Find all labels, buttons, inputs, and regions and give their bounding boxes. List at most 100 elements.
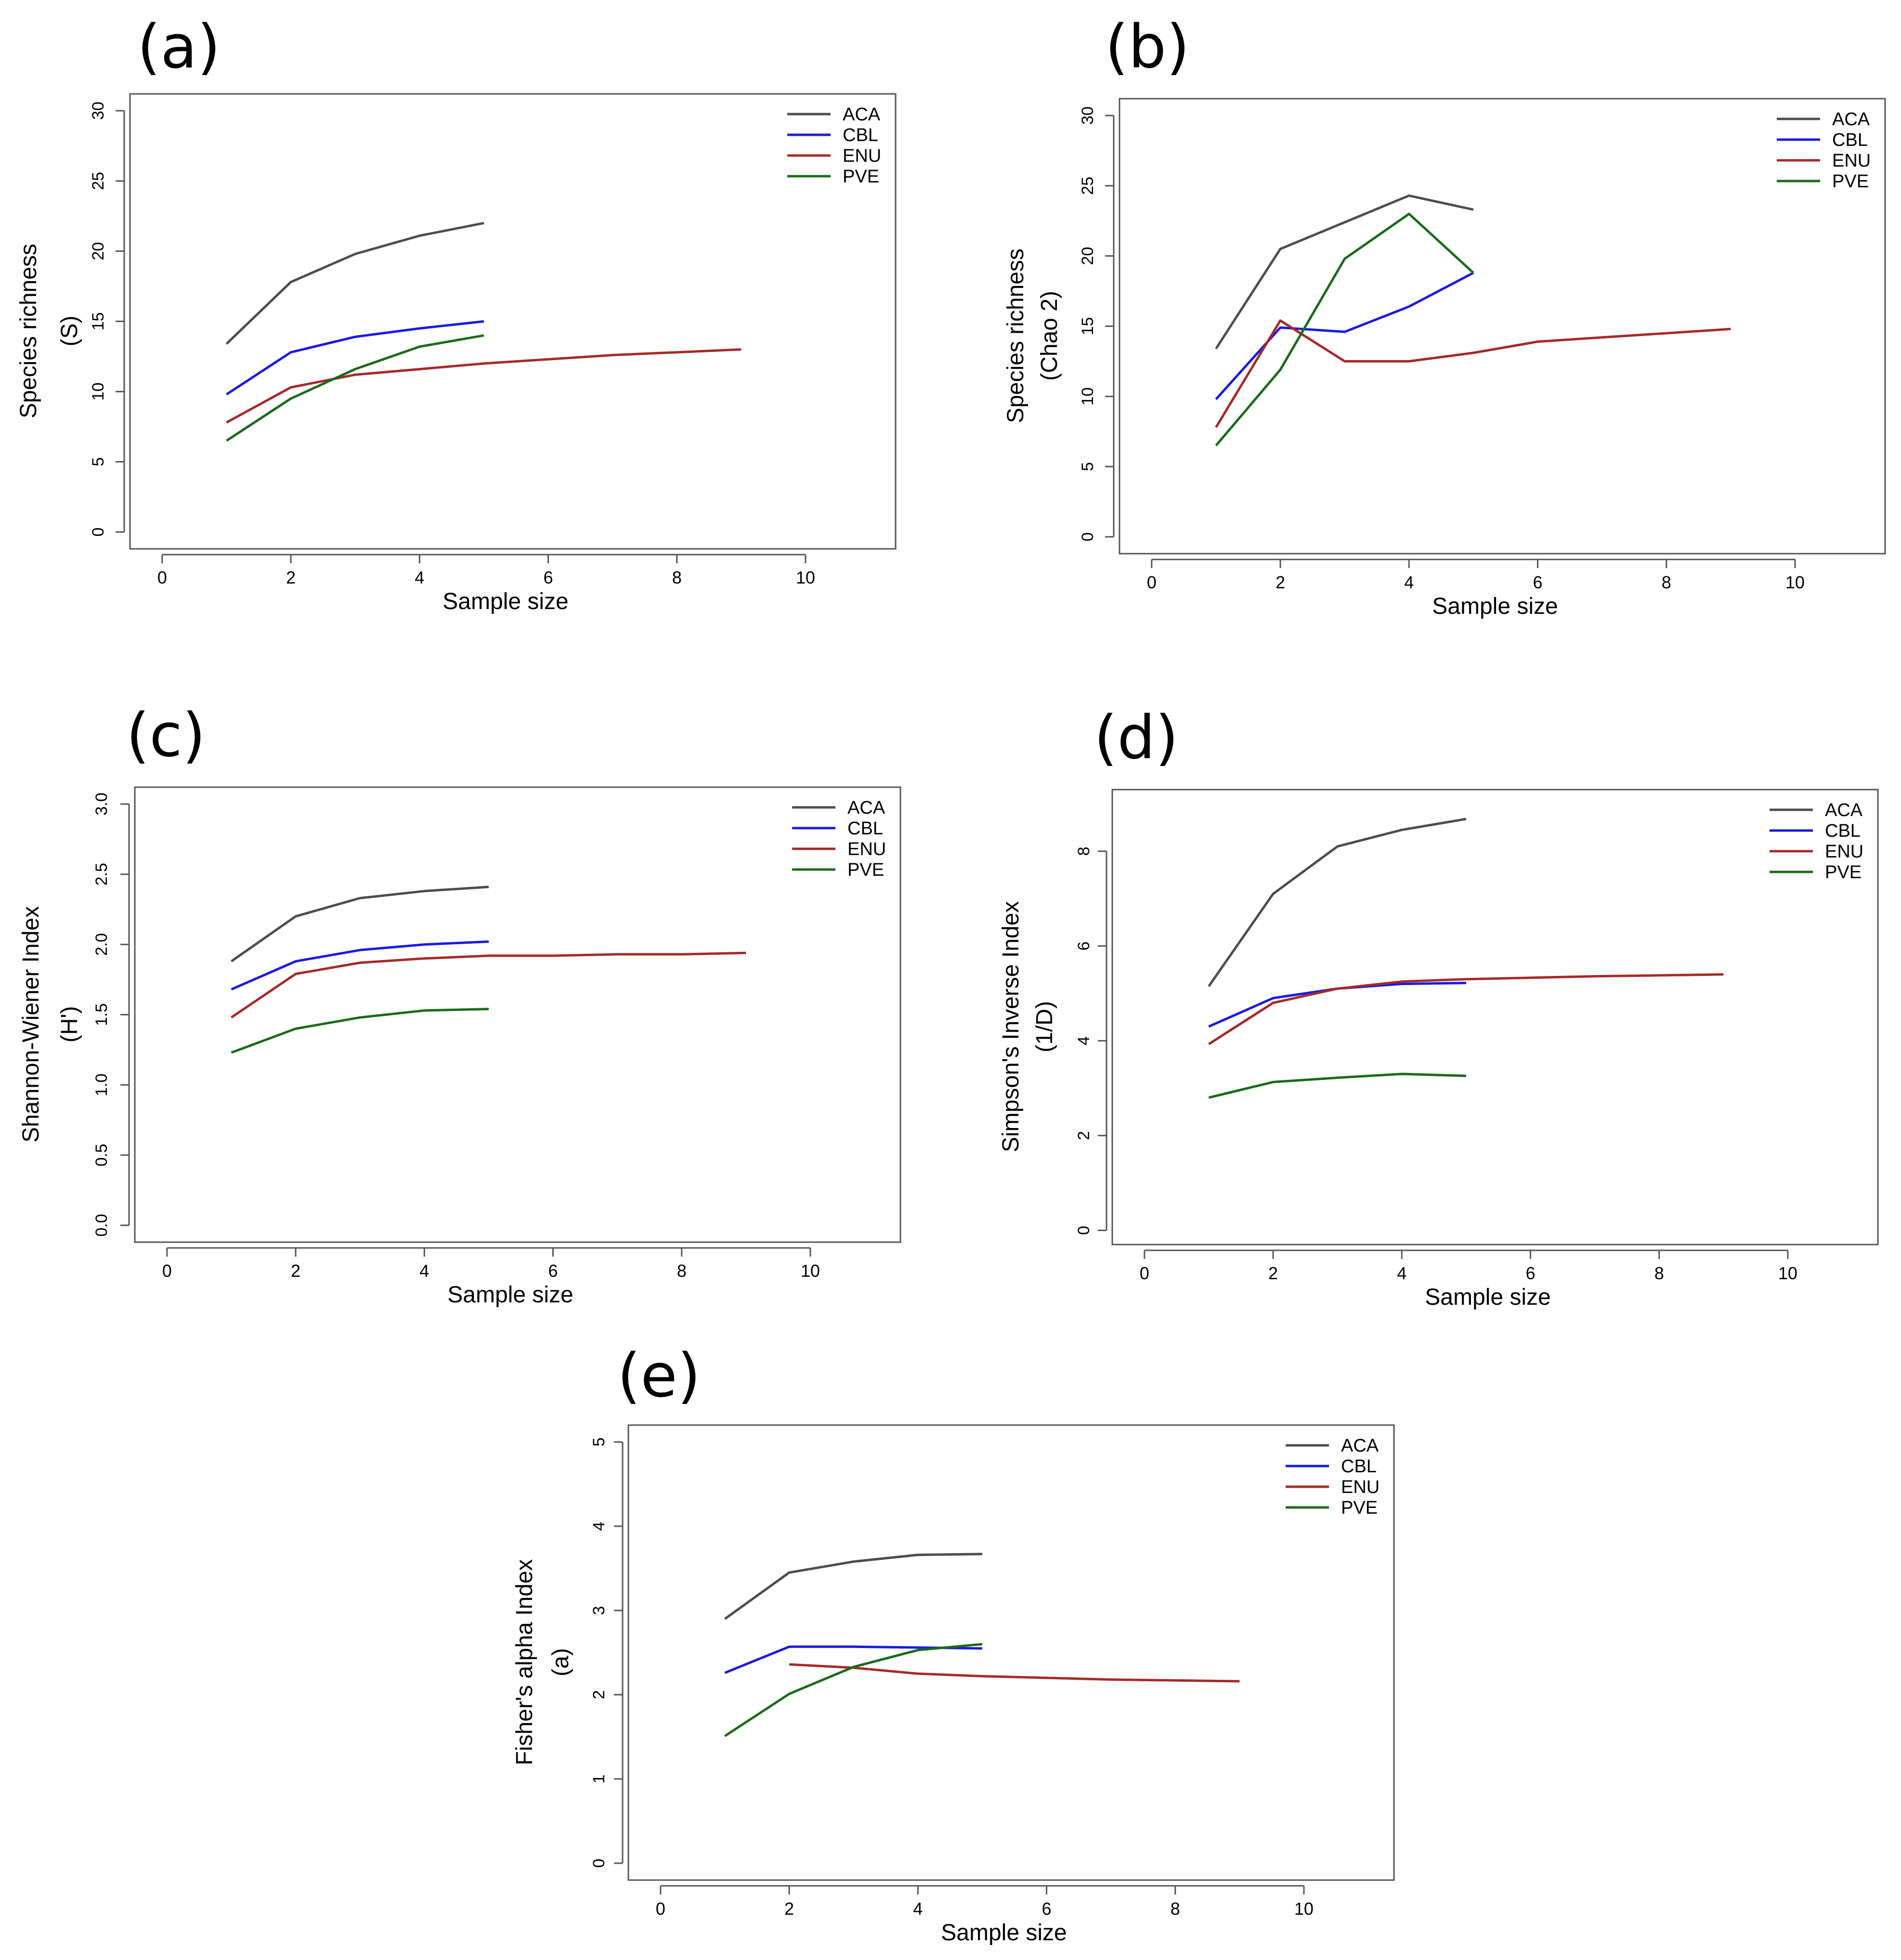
y-tick-label: 10	[1079, 387, 1097, 405]
series-line-aca	[1215, 194, 1474, 350]
y-tick-label: 3	[590, 1606, 608, 1615]
series-line-enu	[1215, 319, 1731, 428]
y-tick-label: 8	[1075, 847, 1093, 856]
legend-label-cbl: CBL	[847, 818, 883, 839]
panel-label-a: (a)	[137, 13, 221, 82]
panel-e: (e) 0 2 4 6 8 10 0 1 2 3 4 5 Sample size Fisher's alph…	[512, 1341, 1395, 1946]
x-axis-title: Sample size	[1432, 594, 1558, 619]
x-tick-label: 6	[543, 568, 553, 587]
series-line-pve	[1215, 212, 1474, 447]
legend-label-enu: ENU	[847, 839, 886, 859]
panel-b: (b) 0 2 4 6 8 10 0 5 10 15 20 25 30 Sample size Species…	[1003, 13, 1886, 619]
x-tick-label: 0	[656, 1899, 665, 1919]
y-axis-title: (H')	[57, 1006, 82, 1043]
legend-label-aca: ACA	[1825, 800, 1863, 820]
series-line-aca	[230, 885, 489, 962]
legend-label-pve: PVE	[843, 167, 879, 187]
panel-label-e: (e)	[617, 1341, 701, 1411]
series-line-cbl	[231, 940, 489, 991]
x-tick-label: 10	[1294, 1899, 1314, 1919]
y-tick-label: 25	[1079, 177, 1097, 195]
plot-frame	[1111, 789, 1879, 1246]
y-tick-label: 4	[1075, 1036, 1093, 1045]
series-line-enu	[789, 1663, 1240, 1683]
y-tick-label: 1.5	[92, 1003, 111, 1026]
series-line-pve	[1208, 1073, 1466, 1099]
y-tick-label: 0.0	[92, 1214, 111, 1236]
plot-frame	[1119, 98, 1886, 555]
x-axis-title: Sample size	[447, 1282, 573, 1308]
y-axis-title: (S)	[57, 316, 82, 347]
panel-a: (a) 0 2 4 6 8 10 0 5 10 15 20 25 30 Sample size Species…	[16, 13, 897, 614]
plot-frame	[134, 786, 901, 1243]
y-tick-label: 0.5	[92, 1144, 111, 1167]
series-line-pve	[231, 1008, 489, 1054]
x-tick-label: 0	[1147, 572, 1157, 592]
legend-label-cbl: CBL	[1832, 130, 1868, 150]
x-tick-label: 8	[677, 1261, 687, 1281]
legend-label-aca: ACA	[1832, 109, 1870, 130]
y-tick-label: 5	[590, 1438, 608, 1447]
series-line-pve	[226, 334, 484, 442]
y-tick-label: 2.0	[92, 933, 111, 956]
legend-label-enu: ENU	[843, 146, 881, 166]
x-tick-label: 2	[286, 568, 296, 587]
x-tick-label: 8	[1654, 1263, 1664, 1283]
x-tick-label: 2	[1276, 572, 1285, 592]
y-tick-label: 30	[89, 102, 107, 120]
legend-label-cbl: CBL	[843, 125, 878, 145]
x-tick-label: 4	[1404, 572, 1414, 592]
y-tick-label: 1	[590, 1775, 608, 1784]
y-tick-label: 0	[590, 1859, 608, 1868]
series-line-aca	[724, 1553, 982, 1620]
legend-label-aca: ACA	[847, 798, 885, 818]
x-tick-label: 10	[1785, 572, 1805, 592]
y-tick-label: 2	[1075, 1131, 1093, 1140]
series-line-enu	[1208, 973, 1724, 1045]
x-tick-label: 8	[672, 568, 682, 587]
y-tick-label: 25	[89, 172, 107, 190]
series-line-enu	[226, 348, 742, 424]
y-tick-label: 15	[89, 312, 107, 331]
y-tick-label: 0	[1075, 1226, 1093, 1235]
panel-c: (c) 0 2 4 6 8 10 0.0 0.5 1.0 1.5 2.0 2.5 3.0 Sample si…	[18, 701, 901, 1308]
y-axis-title: (1/D)	[1032, 1001, 1057, 1052]
y-tick-label: 1.0	[92, 1074, 111, 1096]
x-tick-label: 6	[1042, 1899, 1051, 1919]
panel-label-c: (c)	[126, 701, 206, 770]
series-line-cbl	[1215, 272, 1474, 400]
y-tick-label: 0	[1079, 532, 1097, 542]
x-axis-title: Sample size	[1425, 1285, 1550, 1310]
y-tick-label: 5	[1079, 462, 1097, 471]
legend-label-cbl: CBL	[1341, 1456, 1377, 1477]
panel-d: (d) 0 2 4 6 8 10 0 2 4 6 8 Sample size Simpson's Inve…	[998, 703, 1879, 1310]
y-axis-title: Shannon-Wiener Index	[18, 906, 44, 1142]
y-tick-label: 5	[89, 457, 107, 467]
legend-label-pve: PVE	[1832, 171, 1869, 192]
y-tick-label: 20	[1079, 247, 1097, 265]
x-tick-label: 8	[1662, 572, 1671, 592]
y-axis-title: Species richness	[1003, 248, 1029, 423]
x-tick-label: 0	[157, 568, 167, 587]
panel-label-d: (d)	[1094, 703, 1178, 773]
x-tick-label: 4	[419, 1261, 429, 1281]
plot-frame	[129, 93, 897, 550]
y-tick-label: 4	[590, 1522, 608, 1531]
legend-label-pve: PVE	[1341, 1498, 1378, 1518]
x-tick-label: 4	[415, 568, 424, 587]
y-tick-label: 30	[1079, 106, 1097, 125]
legend-label-aca: ACA	[1341, 1436, 1379, 1456]
legend-label-enu: ENU	[1825, 842, 1863, 862]
series-line-cbl	[226, 320, 484, 396]
x-tick-label: 10	[1778, 1263, 1797, 1283]
x-tick-label: 4	[913, 1899, 923, 1919]
series-line-aca	[225, 221, 484, 345]
x-tick-label: 6	[1533, 572, 1542, 592]
series-line-aca	[1208, 818, 1467, 987]
x-tick-label: 6	[548, 1261, 558, 1281]
legend-label-enu: ENU	[1832, 151, 1871, 171]
y-tick-label: 20	[89, 242, 107, 260]
x-tick-label: 8	[1171, 1899, 1180, 1919]
x-tick-label: 0	[1140, 1263, 1149, 1283]
